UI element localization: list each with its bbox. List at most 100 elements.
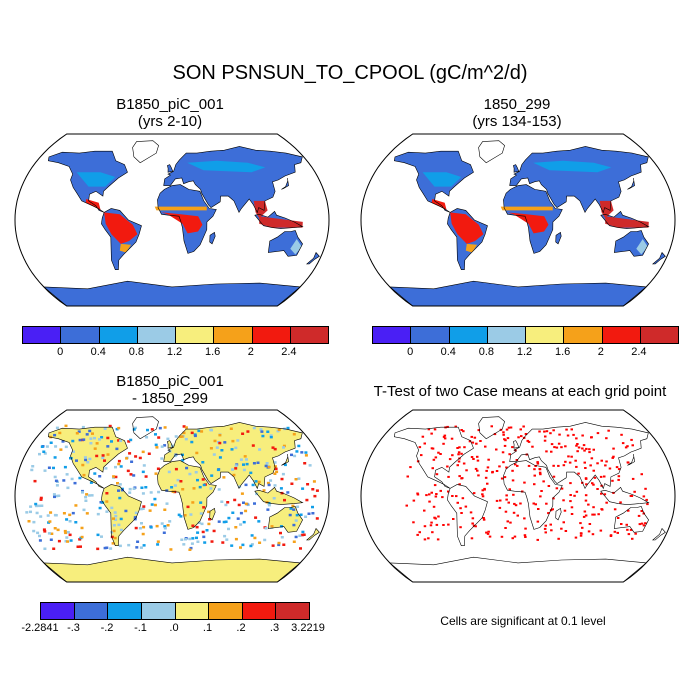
diff-cell: [95, 454, 99, 458]
significant-cell: [460, 452, 463, 455]
colorbar-tick-label: 0: [57, 346, 64, 358]
significant-cell: [416, 493, 420, 496]
diff-cell: [157, 490, 161, 494]
diff-cell: [65, 473, 69, 476]
coastline-greenland: [478, 416, 505, 440]
significant-cell: [508, 488, 511, 491]
landmass-greenland: [478, 140, 505, 163]
diff-cell: [295, 513, 299, 517]
diff-cell: [129, 438, 133, 442]
colorbar-swatch: [487, 327, 526, 343]
diff-cell: [78, 476, 82, 480]
panel-title-bottom-left: B1850_piC_001 - 1850_299: [5, 373, 335, 407]
significant-cell: [575, 490, 579, 493]
significant-cell: [538, 468, 542, 471]
significant-cell: [544, 524, 547, 527]
significant-cell: [511, 479, 515, 482]
diff-cell: [279, 487, 283, 490]
significant-cell: [483, 488, 486, 491]
significant-cell: [552, 429, 555, 432]
significant-cell: [581, 447, 584, 450]
significant-cell: [543, 527, 547, 530]
diff-cell: [197, 429, 201, 433]
diff-cell: [38, 452, 41, 456]
coastline-northAmerica: [47, 426, 128, 489]
colorbar-swatch: [74, 603, 109, 619]
diff-cell: [209, 447, 213, 450]
diff-cell: [200, 430, 204, 433]
diff-cell: [192, 487, 196, 490]
significant-cell: [588, 523, 592, 525]
diff-cell: [267, 502, 271, 505]
significant-cell: [524, 433, 528, 435]
significant-cell: [447, 490, 450, 493]
significant-cell: [441, 496, 444, 499]
diff-cell: [110, 531, 114, 534]
significant-cell: [588, 451, 591, 454]
significant-cell: [608, 467, 612, 470]
significant-cell: [590, 436, 593, 439]
diff-cell: [52, 493, 56, 496]
significant-cell: [591, 482, 594, 485]
diff-cell: [267, 483, 271, 487]
diff-cell: [170, 486, 174, 489]
diff-cell: [98, 506, 102, 510]
diff-cell: [80, 526, 84, 530]
significant-cell: [439, 453, 442, 455]
diff-cell: [282, 444, 286, 448]
colorbar-abs-right: [372, 326, 679, 344]
significant-cell: [416, 533, 419, 536]
diff-cell: [57, 539, 61, 543]
diff-cell: [182, 425, 186, 428]
diff-cell: [128, 491, 132, 494]
significant-cell: [516, 514, 519, 517]
significant-cell: [539, 495, 542, 498]
significant-cell: [593, 476, 597, 479]
significant-cell: [486, 466, 490, 469]
diff-cell: [282, 446, 285, 449]
diff-cell: [110, 506, 114, 510]
significant-cell: [551, 508, 554, 511]
significant-cell: [611, 479, 614, 482]
diff-cell: [53, 475, 57, 479]
significant-cell: [423, 525, 427, 528]
significant-cell: [620, 433, 623, 436]
significant-cell: [458, 446, 461, 449]
significant-cell: [451, 495, 454, 497]
diff-cell: [221, 541, 225, 544]
diff-cell: [239, 523, 243, 526]
diff-cell: [30, 468, 34, 472]
diff-cell: [157, 436, 161, 439]
diff-cell: [220, 449, 224, 452]
landmass-madagascar: [209, 232, 216, 244]
diff-cell: [160, 457, 164, 460]
diff-cell: [173, 454, 177, 458]
landmass-seAsiaIslands: [600, 487, 649, 505]
significant-cell: [533, 468, 536, 471]
diff-cell: [32, 520, 36, 524]
diff-cell: [315, 517, 319, 520]
significance-note: Cells are significant at 0.1 level: [440, 614, 606, 628]
diff-cell: [110, 535, 114, 539]
diff-cell: [38, 534, 41, 538]
diff-cell: [191, 537, 195, 540]
significant-cell: [531, 445, 534, 448]
diff-cell: [59, 448, 63, 451]
significant-cell: [562, 499, 565, 502]
diff-cell: [81, 425, 85, 429]
significant-cell: [443, 437, 447, 440]
significant-cell: [503, 444, 507, 447]
diff-cell: [181, 488, 185, 491]
significant-cell: [585, 483, 588, 486]
diff-cell: [218, 441, 222, 445]
significant-cell: [544, 435, 547, 438]
significant-cell: [611, 456, 614, 459]
diff-cell: [117, 523, 121, 527]
diff-cell: [61, 440, 65, 443]
significant-cell: [460, 512, 463, 514]
significant-cell: [488, 535, 492, 538]
colorbar-swatch: [108, 603, 142, 619]
diff-cell: [215, 446, 219, 449]
significant-cell: [428, 500, 431, 503]
significant-cell: [470, 537, 474, 540]
